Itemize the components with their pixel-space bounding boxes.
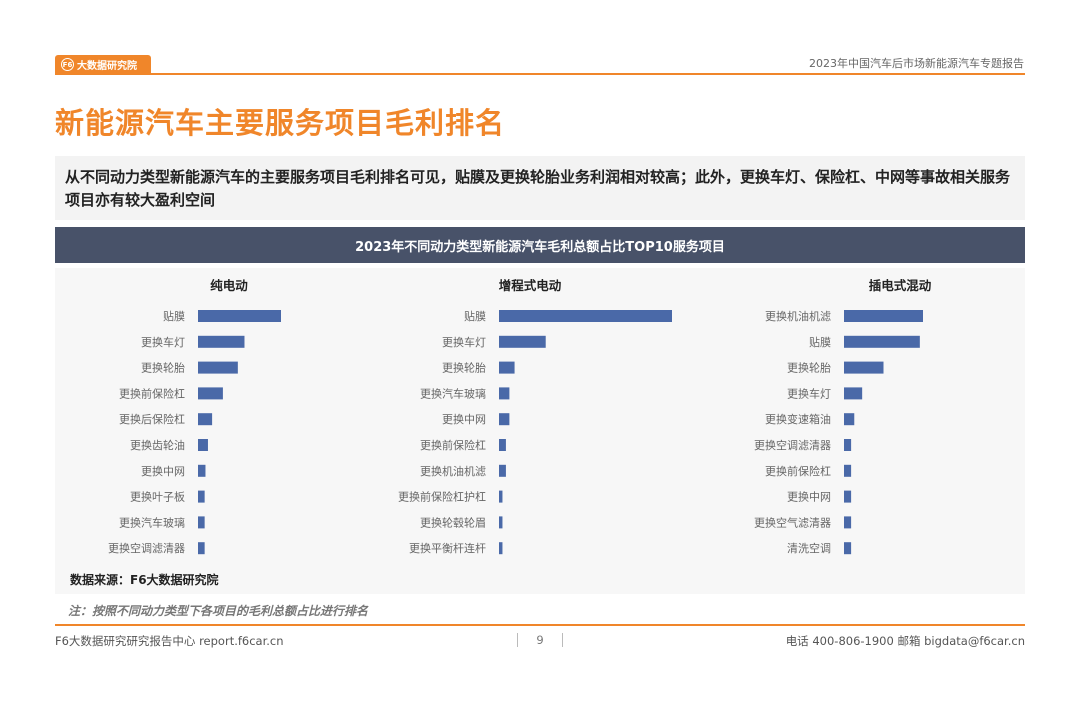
chart-area: 纯电动 贴膜 更换车灯 更换轮胎 更换前保险杠 更换后保险杠 更换齿轮油 更换中网 更换叶子板更… [55, 268, 1025, 594]
chart-3-bar [844, 413, 855, 426]
chart-2-bar [499, 310, 672, 322]
chart-2-category-label: 贴膜 [464, 309, 486, 323]
chart-1-bar [198, 335, 245, 348]
brand-logo: F6 大数据研究院 [55, 55, 151, 74]
chart-1-bar [198, 310, 281, 322]
chart-2-bar [499, 439, 506, 451]
chart-1-bar [198, 413, 213, 426]
chart-2-bar [499, 413, 510, 426]
chart-1-category-label: 更换空调滤清器 [108, 541, 185, 555]
chart-3-category-label: 更换轮胎 [787, 361, 831, 375]
chart-3-category-label: 更换车灯 [787, 386, 831, 400]
chart-3-category-label: 更换机油机滤 [765, 309, 831, 323]
chart-1-title: 纯电动 [210, 278, 248, 293]
footnote: 注：按照不同动力类型下各项目的毛利总额占比进行排名 [68, 604, 369, 618]
chart-1-bar [198, 439, 208, 451]
bar-charts: 纯电动贴膜更换车灯更换轮胎更换前保险杠更换后保险杠更换齿轮油更换中网更换叶子板更… [108, 278, 932, 555]
chart-1-category-label: 更换后保险杠 [119, 412, 185, 426]
chart-1-bar [198, 542, 205, 555]
chart-3-bar [844, 464, 852, 477]
chart-3-category-label: 清洗空调 [787, 541, 831, 555]
footer-contact: 电话 400-806-1900 邮箱 bigdata@f6car.cn [785, 634, 1025, 648]
data-source: 数据来源：F6大数据研究院 [70, 573, 219, 587]
chart-3-title: 插电式混动 [869, 278, 932, 293]
page-title: 新能源汽车主要服务项目毛利排名 [55, 106, 506, 140]
chart-2-bar [499, 464, 506, 477]
chart-2-category-label: 更换轮毂轮眉 [420, 515, 486, 529]
chart-2-bar [499, 387, 510, 400]
chart-3-category-label: 更换前保险杠 [765, 464, 831, 478]
chart-2-bar [499, 335, 546, 348]
page-number: 9 [517, 633, 563, 647]
chart-2-category-label: 更换平衡杆连杆 [409, 541, 486, 555]
chart-3-bar [844, 490, 852, 503]
chart-2-category-label: 更换机油机滤 [420, 464, 486, 478]
chart-3-category-label: 更换空调滤清器 [754, 438, 831, 452]
chart-2-title: 增程式电动 [499, 278, 562, 293]
header-rule [55, 73, 1025, 75]
chart-3-bar [844, 516, 852, 529]
chart-3-bar [844, 310, 923, 322]
chart-2-bar [499, 542, 503, 555]
chart-2-category-label: 更换轮胎 [442, 361, 486, 375]
chart-2-category-label: 更换汽车玻璃 [420, 386, 486, 400]
chart-1-bar [198, 516, 205, 529]
chart-1-category-label: 更换轮胎 [141, 361, 185, 375]
chart-3-bar [844, 387, 863, 400]
chart-1-category-label: 更换前保险杠 [119, 386, 185, 400]
chart-2-bar [499, 361, 515, 374]
chart-3-bar [844, 542, 852, 555]
footer-website: F6大数据研究研究报告中心 report.f6car.cn [55, 634, 284, 648]
chart-1-category-label: 更换车灯 [141, 335, 185, 349]
chart-3-bar [844, 335, 920, 348]
chart-1-bar [198, 464, 206, 477]
chart-3-category-label: 贴膜 [809, 335, 831, 349]
chart-1-bar [198, 490, 205, 503]
chart-2-bar [499, 490, 503, 503]
summary-text: 从不同动力类型新能源汽车的主要服务项目毛利排名可见，贴膜及更换轮胎业务利润相对较… [65, 168, 1011, 209]
chart-2-bar [499, 516, 503, 529]
chart-1-bar [198, 387, 223, 400]
chart-1-category-label: 更换汽车玻璃 [119, 515, 185, 529]
chart-3-category-label: 更换空气滤清器 [754, 515, 831, 529]
chart-title: 2023年不同动力类型新能源汽车毛利总额占比TOP10服务项目 [55, 227, 1025, 263]
chart-2-category-label: 更换前保险杠护杠 [398, 490, 486, 504]
chart-3-category-label: 更换变速箱油 [765, 412, 831, 426]
report-title: 2023年中国汽车后市场新能源汽车专题报告 [809, 57, 1024, 70]
chart-1-category-label: 贴膜 [163, 309, 185, 323]
chart-3-bar [844, 361, 884, 374]
logo-mark: F6 [61, 58, 74, 71]
logo-text: 大数据研究院 [77, 61, 137, 72]
summary-box: 从不同动力类型新能源汽车的主要服务项目毛利排名可见，贴膜及更换轮胎业务利润相对较… [55, 156, 1025, 220]
chart-1-bar [198, 361, 238, 374]
chart-1-category-label: 更换中网 [141, 464, 185, 478]
footer-rule [55, 624, 1025, 626]
chart-2-category-label: 更换中网 [442, 412, 486, 426]
chart-2-category-label: 更换车灯 [442, 335, 486, 349]
chart-1-category-label: 更换齿轮油 [130, 438, 185, 452]
chart-2-category-label: 更换前保险杠 [420, 438, 486, 452]
chart-3-category-label: 更换中网 [787, 490, 831, 504]
chart-3-bar [844, 439, 852, 451]
chart-1-category-label: 更换叶子板 [130, 490, 185, 504]
